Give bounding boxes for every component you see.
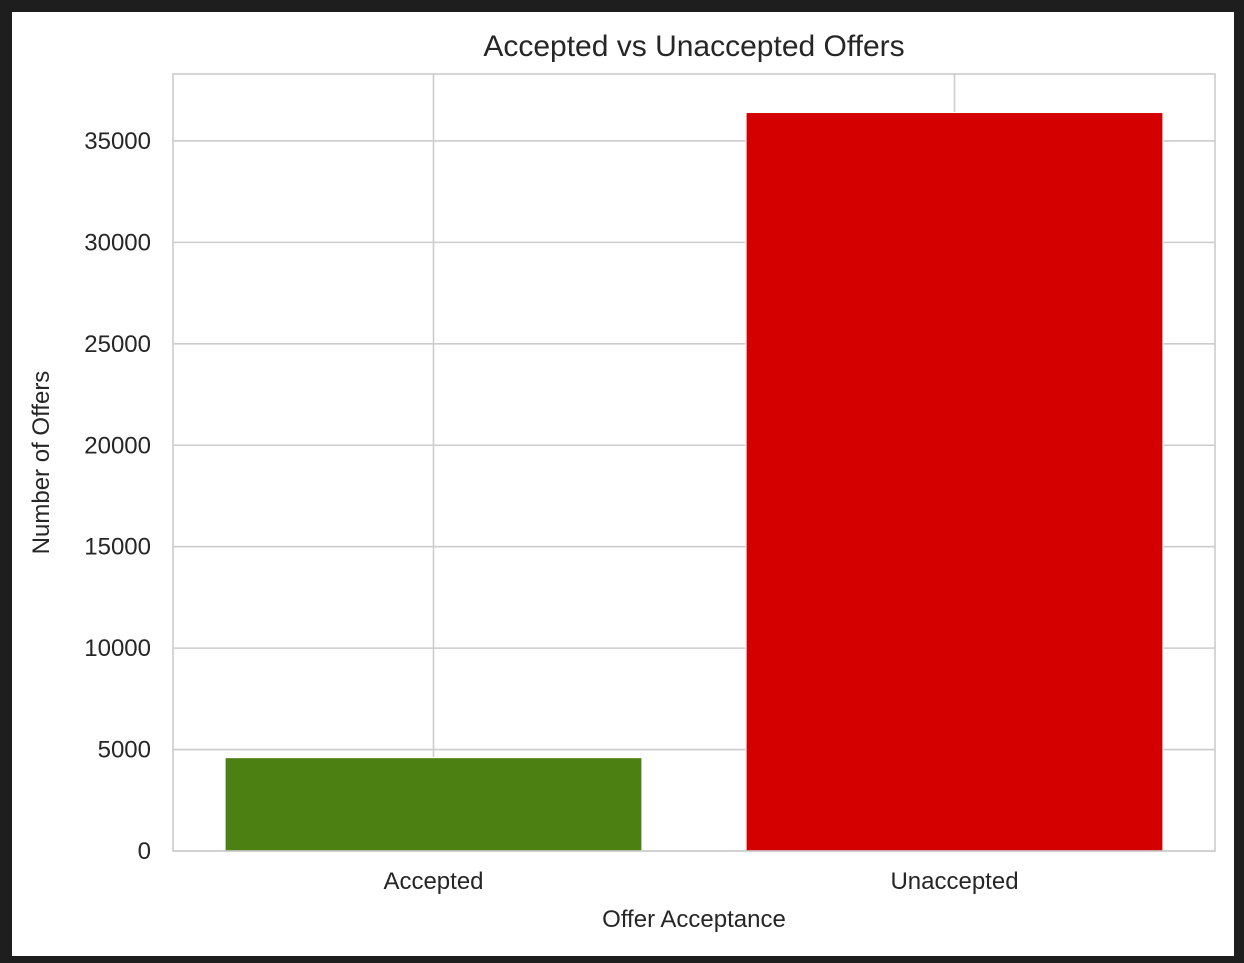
x-tick-label: Accepted [383, 868, 483, 895]
y-tick-label: 30000 [84, 229, 151, 256]
chart-title: Accepted vs Unaccepted Offers [483, 30, 904, 63]
y-tick-label: 15000 [84, 534, 151, 561]
y-tick-label: 20000 [84, 432, 151, 459]
x-tick-labels: Accepted Unaccepted [383, 868, 1018, 895]
x-axis-label: Offer Acceptance [602, 906, 786, 933]
y-tick-label: 5000 [98, 737, 151, 764]
y-gridlines [173, 140, 1215, 852]
x-tick-label: Unaccepted [890, 868, 1018, 895]
plot-frame [172, 73, 1216, 852]
bar-chart: Accepted vs Unaccepted Offers 0 5000 10000… [28, 30, 1216, 933]
bars-group [224, 112, 1164, 852]
y-axis-label: Number of Offers [28, 371, 55, 555]
y-tick-labels: 0 5000 10000 15000 20000 25000 30000 35000 [84, 128, 151, 865]
chart-figure: Accepted vs Unaccepted Offers 0 5000 10000… [12, 12, 1234, 956]
bar-unaccepted [745, 112, 1164, 852]
y-tick-label: 35000 [84, 128, 151, 155]
y-tick-label: 25000 [84, 331, 151, 358]
y-tick-label: 10000 [84, 635, 151, 662]
y-tick-label: 0 [138, 838, 151, 865]
bar-accepted [224, 757, 643, 852]
